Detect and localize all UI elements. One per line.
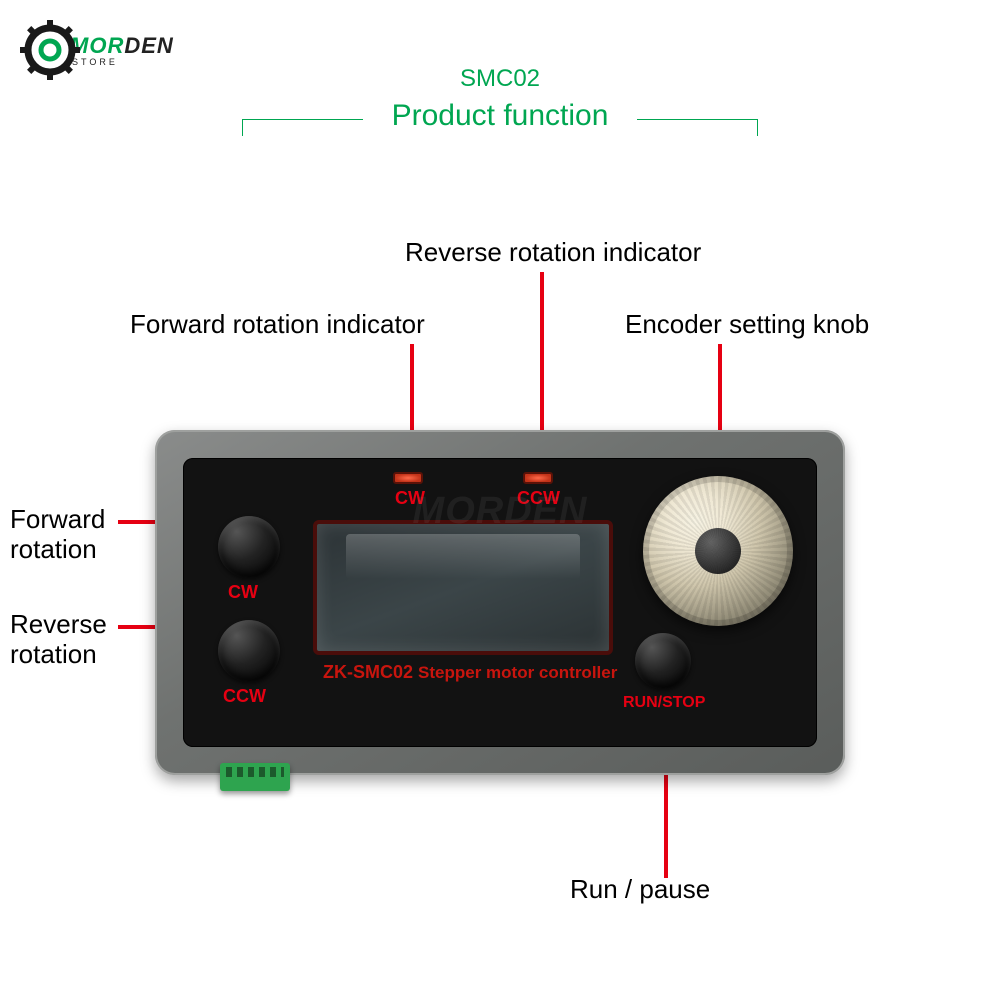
ccw-button[interactable] [218, 620, 280, 682]
subtitle-label: Product function [362, 99, 639, 133]
logo-text: MORDEN [70, 33, 174, 59]
callout-reverse-l1: Reverse [10, 609, 107, 639]
model-label: SMC02 [0, 65, 1000, 93]
led-label-cw: CW [395, 488, 425, 509]
callout-forward-rotation: Forward rotation [10, 505, 105, 565]
terminal-connector [220, 763, 290, 791]
led-label-ccw: CCW [517, 488, 560, 509]
device-case: CW CCW CW CCW RUN/STOP ZK-SMC02 Stepper … [155, 430, 845, 775]
panel-title: ZK-SMC02 Stepper motor controller [323, 662, 617, 683]
cw-button[interactable] [218, 516, 280, 578]
led-cw [393, 472, 423, 484]
lcd-screen [313, 520, 613, 655]
callout-reverse-indicator: Reverse rotation indicator [405, 238, 701, 268]
logo-part2: DEN [124, 33, 173, 58]
run-stop-button[interactable] [635, 633, 691, 689]
panel-desc: Stepper motor controller [418, 663, 617, 682]
device-panel: CW CCW CW CCW RUN/STOP ZK-SMC02 Stepper … [183, 458, 817, 747]
panel-model: ZK-SMC02 [323, 662, 413, 682]
cw-button-label: CW [228, 582, 258, 603]
callout-forward-l2: rotation [10, 534, 97, 564]
callout-forward-l1: Forward [10, 504, 105, 534]
callout-encoder-knob: Encoder setting knob [625, 310, 869, 340]
run-button-label: RUN/STOP [623, 694, 705, 712]
page-header: SMC02 Product function [0, 65, 1000, 133]
callout-reverse-l2: rotation [10, 639, 97, 669]
ccw-button-label: CCW [223, 686, 266, 707]
knob-center [695, 528, 741, 574]
callout-run-pause: Run / pause [570, 875, 710, 905]
callout-reverse-rotation: Reverse rotation [10, 610, 107, 670]
led-ccw [523, 472, 553, 484]
encoder-knob[interactable] [643, 476, 793, 626]
callout-forward-indicator: Forward rotation indicator [130, 310, 425, 340]
